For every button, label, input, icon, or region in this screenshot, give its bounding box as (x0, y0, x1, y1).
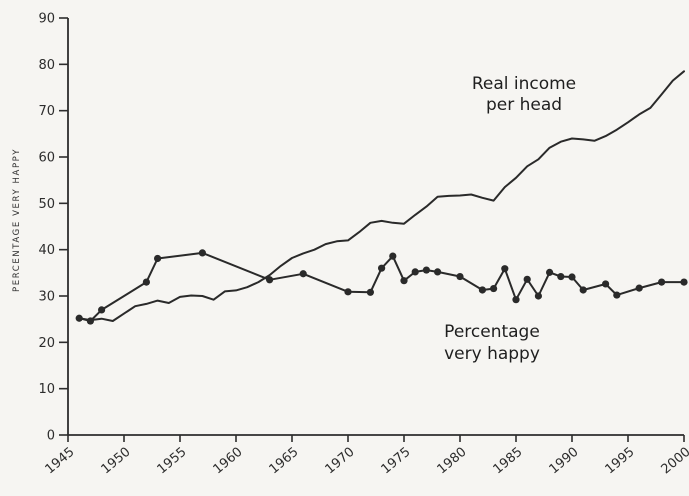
very-happy-point (378, 264, 386, 272)
y-tick-label: 10 (38, 382, 55, 397)
x-tick-label: 1990 (547, 445, 582, 478)
very-happy-point (635, 284, 643, 292)
real-income-line (78, 70, 685, 322)
annotation-happy-line-1: Percentage (444, 322, 540, 342)
x-tick-label: 1950 (99, 445, 134, 478)
very-happy-point (534, 292, 543, 300)
very-happy-point (299, 270, 307, 278)
very-happy-point (142, 278, 150, 286)
annotations: Real income per head Percentage very hap… (444, 74, 576, 364)
x-tick-label: 1985 (491, 445, 526, 478)
very-happy-point (344, 288, 352, 296)
very-happy-point (154, 254, 162, 263)
very-happy-point (400, 277, 408, 285)
very-happy-series (75, 249, 688, 325)
very-happy-point (579, 286, 587, 294)
x-tick-label: 1995 (603, 445, 638, 478)
very-happy-point (411, 268, 419, 276)
very-happy-point (478, 286, 486, 294)
y-tick-label: 50 (38, 197, 55, 212)
very-happy-point (75, 314, 83, 322)
very-happy-point (546, 268, 554, 276)
very-happy-point (568, 273, 576, 281)
very-happy-point (366, 288, 374, 296)
y-ticks: 0 10 20 30 40 50 60 70 80 90 (38, 12, 68, 444)
very-happy-point (512, 296, 520, 304)
y-axis-label: PERCENTAGE VERY HAPPY (12, 148, 22, 292)
very-happy-line (78, 251, 685, 322)
annotation-happy-line-2: very happy (444, 344, 540, 364)
annotation-income-line-1: Real income (472, 74, 576, 94)
y-tick-label: 60 (38, 151, 55, 166)
very-happy-point (501, 265, 509, 273)
very-happy-point (98, 306, 106, 314)
very-happy-point (389, 252, 397, 260)
y-tick-label: 20 (38, 336, 55, 351)
very-happy-point (86, 317, 94, 325)
very-happy-point (266, 276, 274, 284)
y-tick-label: 70 (38, 104, 55, 119)
very-happy-point (613, 291, 621, 299)
x-tick-label: 1945 (43, 445, 78, 478)
x-tick-label: 1960 (211, 445, 246, 478)
y-tick-label: 80 (38, 58, 55, 73)
x-tick-label: 2000 (659, 445, 689, 478)
y-tick-label: 40 (38, 243, 55, 258)
x-tick-label: 1980 (435, 445, 470, 478)
y-tick-label: 0 (47, 429, 55, 444)
x-tick-label: 1970 (323, 445, 358, 478)
very-happy-point (456, 272, 464, 281)
series (75, 70, 688, 325)
very-happy-point (658, 278, 666, 286)
x-tick-label: 1965 (267, 445, 302, 478)
very-happy-point (434, 268, 442, 276)
very-happy-point (422, 266, 430, 274)
very-happy-point (198, 249, 206, 257)
x-tick-label: 1975 (379, 445, 414, 478)
real-income-series (78, 70, 685, 322)
very-happy-point (490, 284, 498, 293)
y-tick-label: 90 (38, 12, 55, 27)
very-happy-point (523, 275, 531, 283)
very-happy-point (557, 272, 565, 281)
annotation-income-line-2: per head (486, 95, 562, 115)
very-happy-point (680, 278, 688, 286)
y-tick-label: 30 (38, 290, 55, 305)
very-happy-point (602, 280, 610, 288)
x-tick-label: 1955 (155, 445, 190, 478)
axes (67, 18, 684, 436)
x-ticks: 1945 1950 1955 1960 1965 1970 1975 1980 1985 1990… (43, 435, 689, 477)
